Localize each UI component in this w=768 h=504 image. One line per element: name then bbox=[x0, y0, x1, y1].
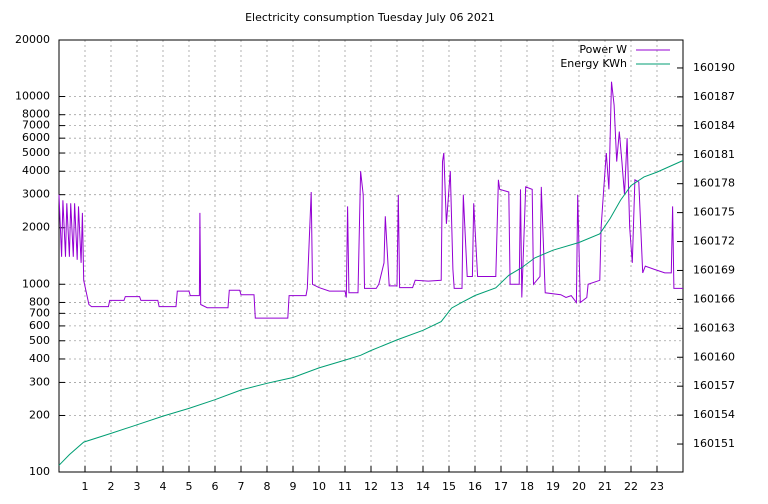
x-tick-label: 8 bbox=[264, 480, 271, 493]
y-tick-label: 500 bbox=[29, 334, 50, 347]
y-tick-label: 6000 bbox=[22, 131, 50, 144]
y2-tick-label: 160175 bbox=[693, 206, 735, 219]
y2-tick-label: 160181 bbox=[693, 148, 735, 161]
x-tick-label: 4 bbox=[160, 480, 167, 493]
y-tick-label: 7000 bbox=[22, 119, 50, 132]
x-tick-label: 1 bbox=[82, 480, 89, 493]
series-line bbox=[58, 160, 684, 466]
series-line bbox=[58, 81, 683, 319]
x-tick-label: 16 bbox=[468, 480, 482, 493]
y-tick-label: 100 bbox=[29, 465, 50, 478]
y-tick-label: 10000 bbox=[15, 90, 50, 103]
y2-tick-label: 160190 bbox=[693, 61, 735, 74]
y2-tick-label: 160160 bbox=[693, 350, 735, 363]
y-tick-label: 8000 bbox=[22, 108, 50, 121]
x-tick-label: 10 bbox=[312, 480, 326, 493]
y2-tick-label: 160184 bbox=[693, 119, 735, 132]
x-tick-label: 21 bbox=[598, 480, 612, 493]
y-tick-label: 4000 bbox=[22, 164, 50, 177]
x-tick-label: 23 bbox=[650, 480, 664, 493]
x-tick-label: 17 bbox=[494, 480, 508, 493]
y-tick-label: 2000 bbox=[22, 221, 50, 234]
x-tick-label: 3 bbox=[134, 480, 141, 493]
y2-tick-label: 160154 bbox=[693, 408, 735, 421]
x-tick-label: 2 bbox=[108, 480, 115, 493]
x-tick-label: 20 bbox=[572, 480, 586, 493]
y-tick-label: 400 bbox=[29, 352, 50, 365]
legend-label: Energy KWh bbox=[560, 57, 627, 70]
y2-tick-label: 160163 bbox=[693, 321, 735, 334]
y2-tick-label: 160187 bbox=[693, 90, 735, 103]
y2-tick-label: 160178 bbox=[693, 177, 735, 190]
x-tick-label: 22 bbox=[624, 480, 638, 493]
y-tick-label: 600 bbox=[29, 319, 50, 332]
x-tick-label: 5 bbox=[186, 480, 193, 493]
x-tick-label: 15 bbox=[442, 480, 456, 493]
y2-tick-label: 160166 bbox=[693, 292, 735, 305]
x-tick-label: 18 bbox=[520, 480, 534, 493]
legend-label: Power W bbox=[579, 43, 627, 56]
x-tick-label: 12 bbox=[364, 480, 378, 493]
x-tick-label: 13 bbox=[390, 480, 404, 493]
plot-frame bbox=[58, 39, 684, 473]
x-tick-label: 11 bbox=[338, 480, 352, 493]
y2-tick-label: 160172 bbox=[693, 235, 735, 248]
x-tick-label: 7 bbox=[238, 480, 245, 493]
chart-title: Electricity consumption Tuesday July 06 … bbox=[245, 11, 495, 24]
y-tick-label: 3000 bbox=[22, 188, 50, 201]
y-tick-label: 300 bbox=[29, 375, 50, 388]
y2-tick-label: 160151 bbox=[693, 437, 735, 450]
y2-tick-label: 160157 bbox=[693, 379, 735, 392]
x-tick-label: 14 bbox=[416, 480, 430, 493]
y-tick-label: 700 bbox=[29, 306, 50, 319]
y-tick-label: 1000 bbox=[22, 277, 50, 290]
y-tick-label: 200 bbox=[29, 408, 50, 421]
x-tick-label: 19 bbox=[546, 480, 560, 493]
x-tick-label: 9 bbox=[290, 480, 297, 493]
y-tick-label: 800 bbox=[29, 295, 50, 308]
y2-tick-label: 160169 bbox=[693, 263, 735, 276]
y-tick-label: 5000 bbox=[22, 146, 50, 159]
x-tick-label: 6 bbox=[212, 480, 219, 493]
y-tick-label: 20000 bbox=[15, 33, 50, 46]
